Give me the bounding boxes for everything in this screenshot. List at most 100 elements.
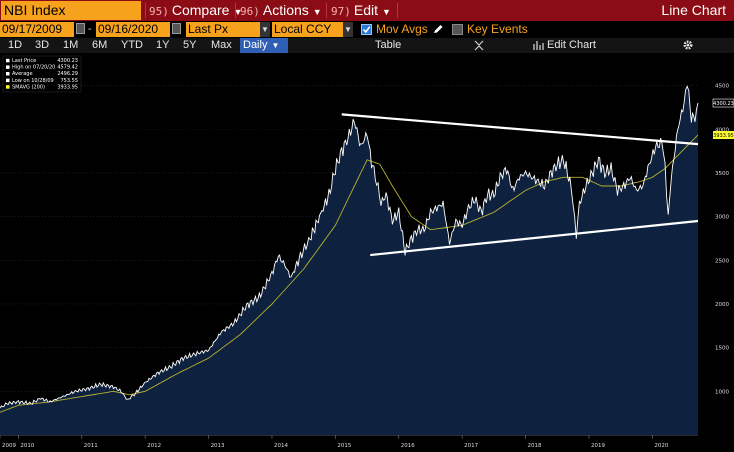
gear-icon[interactable] <box>682 39 694 51</box>
actions-shortcut: 96) <box>240 5 260 18</box>
x-tick-label: 2018 <box>528 443 542 449</box>
chevron-down-icon[interactable]: ▼ <box>343 22 353 37</box>
compare-menu[interactable]: 95) Compare ▼ <box>149 0 242 21</box>
calendar-icon[interactable] <box>76 23 85 34</box>
legend-marker <box>6 58 10 63</box>
period-bar <box>0 38 734 53</box>
edit-label: Edit <box>353 2 378 18</box>
x-tick-label: 2009 <box>2 443 16 449</box>
mov-avgs-label[interactable]: Mov Avgs <box>376 22 428 36</box>
y-tick-label: 2000 <box>715 302 729 308</box>
start-date-field[interactable]: 09/17/2009 <box>0 22 74 37</box>
y-tick-label: 3000 <box>715 215 729 221</box>
edit-shortcut: 97) <box>331 5 351 18</box>
date-range-dash: - <box>88 23 92 35</box>
compare-label: Compare <box>171 2 230 18</box>
period-tab[interactable]: Max <box>211 39 232 51</box>
currency-select[interactable]: Local CCY <box>272 22 343 37</box>
period-tab[interactable]: YTD <box>121 39 143 51</box>
mov-avgs-checkbox[interactable] <box>361 24 372 35</box>
x-tick-label: 2011 <box>84 443 98 449</box>
y-tick-label: 4000 <box>715 127 729 133</box>
pencil-icon[interactable] <box>432 24 444 35</box>
x-axis: 2009 2010 2011 2012 2013 2014 2015 2016 2017 2018… <box>0 435 669 449</box>
last-price-tag-label: 4300.23 <box>713 101 734 107</box>
legend-marker <box>6 85 10 89</box>
legend-marker <box>6 65 10 69</box>
sma-tag-label: 3933.95 <box>713 133 734 139</box>
table-button[interactable]: Table <box>375 39 402 51</box>
trendline <box>341 113 699 146</box>
legend-marker <box>6 78 10 83</box>
trendlines <box>341 113 699 257</box>
price-field-select[interactable]: Last Px <box>186 22 269 37</box>
legend-label: High on 07/20/20 <box>12 65 55 71</box>
frequency-select[interactable]: Daily ▼ <box>240 38 288 53</box>
legend-label: Low on 10/28/09 <box>12 78 54 84</box>
legend-value: 2496.29 <box>57 71 78 77</box>
separator <box>235 3 236 18</box>
separator <box>326 3 327 18</box>
y-tick-label: 2500 <box>715 258 729 264</box>
chart-settings-icon[interactable] <box>533 40 544 51</box>
x-tick-label: 2017 <box>464 443 478 449</box>
check-icon <box>362 26 371 34</box>
end-date-field[interactable]: 09/16/2020 <box>96 22 170 37</box>
legend-label: Average <box>12 71 33 77</box>
trendline <box>370 219 699 257</box>
y-tick-label: 1000 <box>715 389 729 395</box>
separator <box>145 3 146 18</box>
legend-box <box>2 55 82 93</box>
y-tick-label: 1500 <box>715 346 729 352</box>
legend-marker <box>6 72 10 76</box>
legend-value: 3933.95 <box>57 84 78 90</box>
last-price-tag <box>712 98 734 108</box>
x-tick-label: 2019 <box>591 443 605 449</box>
legend-label: SMAVG (200) <box>12 84 45 90</box>
x-tick-label: 2016 <box>401 443 415 449</box>
price-line <box>0 85 699 409</box>
legend-value: 753.55 <box>61 78 79 84</box>
x-tick-label: 2014 <box>274 443 288 449</box>
sma-tag <box>713 131 734 140</box>
period-tab[interactable]: 3D <box>35 39 50 51</box>
period-tab[interactable]: 1D <box>8 39 23 51</box>
actions-menu[interactable]: 96) Actions ▼ <box>240 0 322 21</box>
x-tick-label: 2020 <box>654 443 668 449</box>
collapse-arrows-icon[interactable] <box>474 40 484 51</box>
price-area <box>0 86 698 436</box>
price-series-line <box>0 85 699 409</box>
y-axis: 1000 1500 2000 2500 3000 3500 4000 4500 4300.23 3… <box>712 84 734 395</box>
x-tick-label: 2012 <box>147 443 161 449</box>
chevron-down-icon: ▼ <box>382 7 391 17</box>
legend-value: 4579.42 <box>57 65 78 71</box>
edit-chart-button[interactable]: Edit Chart <box>547 39 596 51</box>
chart-type-label[interactable]: Line Chart <box>661 2 726 18</box>
x-tick-label: 2015 <box>337 443 351 449</box>
price-area-fill <box>0 86 698 436</box>
legend-value: 4300.23 <box>57 58 78 64</box>
y-tick-label: 3500 <box>715 171 729 177</box>
sma-series-line <box>0 134 699 413</box>
chevron-down-icon: ▼ <box>312 7 322 17</box>
compare-shortcut: 95) <box>149 5 169 18</box>
command-bar <box>0 0 734 21</box>
edit-menu[interactable]: 97) Edit ▼ <box>331 0 391 21</box>
chevron-down-icon[interactable]: ▼ <box>260 22 270 37</box>
y-tick-label: 4500 <box>715 84 729 90</box>
calendar-icon[interactable] <box>172 23 181 34</box>
key-events-label[interactable]: Key Events <box>467 22 528 36</box>
period-tab[interactable]: 1Y <box>156 39 170 51</box>
ticker-field[interactable]: NBI Index <box>1 1 141 20</box>
period-tab[interactable]: 5Y <box>183 39 197 51</box>
chevron-down-icon: ▼ <box>233 7 243 17</box>
legend-label: Last Price <box>12 58 36 64</box>
chevron-down-icon: ▼ <box>271 41 280 50</box>
sma-line <box>0 134 699 413</box>
key-events-checkbox[interactable] <box>452 24 463 35</box>
x-tick-label: 2013 <box>211 443 225 449</box>
period-tab[interactable]: 6M <box>92 39 108 51</box>
actions-label: Actions <box>262 2 309 18</box>
period-tab[interactable]: 1M <box>63 39 79 51</box>
